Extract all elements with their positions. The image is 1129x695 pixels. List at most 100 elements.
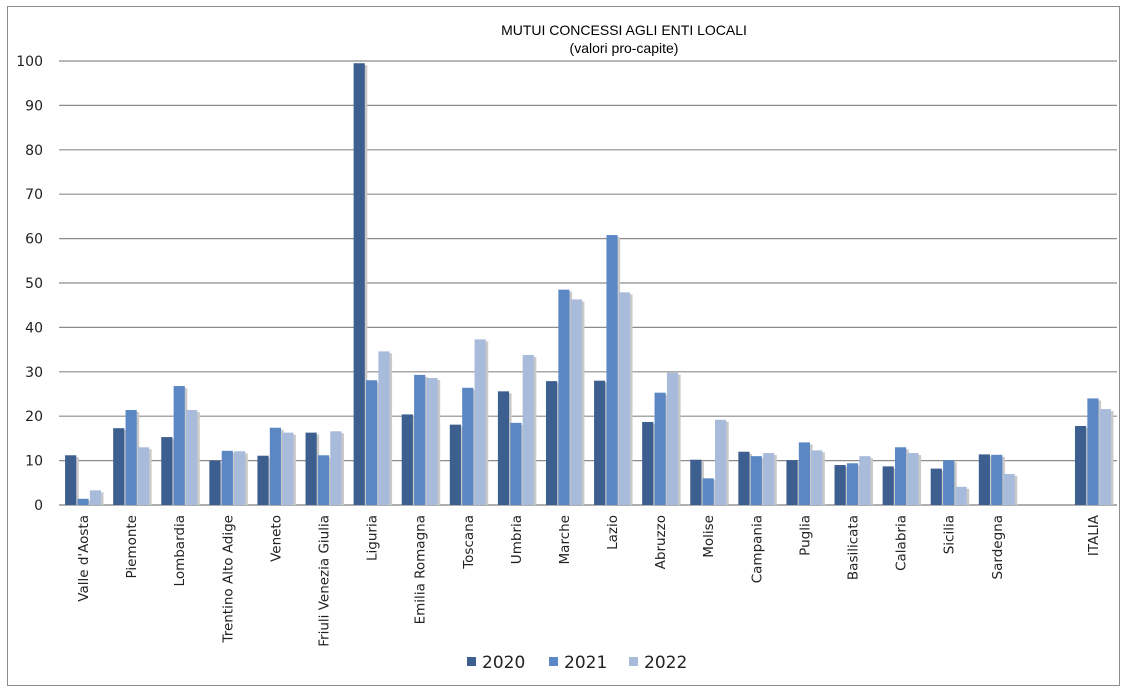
- bar-2022: [666, 372, 679, 505]
- x-tick-label: Piemonte: [124, 515, 140, 578]
- bar-2020: [690, 459, 702, 505]
- bar-2020: [594, 380, 606, 505]
- bar-2021: [510, 422, 522, 505]
- bar-2021: [173, 386, 185, 505]
- bar-2020: [257, 455, 269, 505]
- bar-2020: [786, 460, 798, 505]
- x-tick-label: Campania: [749, 515, 765, 583]
- bar-2020: [305, 432, 317, 505]
- bar-2020: [930, 468, 942, 505]
- x-tick-label: Molise: [701, 515, 717, 558]
- bar-2022: [474, 339, 486, 505]
- x-tick-label: Trentino Alto Adige: [220, 515, 236, 644]
- x-tick-label: Lombardia: [172, 515, 188, 586]
- bars: [65, 63, 1114, 505]
- bar-2021: [269, 427, 282, 505]
- bar-2021: [654, 392, 666, 505]
- bar-2022: [715, 419, 727, 505]
- x-tick-label: Marche: [557, 515, 573, 564]
- legend-label-2022: 2022: [644, 653, 687, 673]
- x-tick-label: Emilia Romagna: [413, 515, 429, 624]
- bar-2021: [846, 463, 859, 505]
- x-tick-label: Friuli Venezia Giulia: [317, 515, 333, 647]
- bar-2021: [1087, 398, 1099, 505]
- legend-swatch-2022: [629, 657, 638, 666]
- bar-2020: [449, 424, 461, 505]
- x-tick-label: ITALIA: [1086, 514, 1102, 556]
- bar-2021: [221, 450, 233, 505]
- y-tick-label: 70: [25, 187, 43, 203]
- y-tick-label: 60: [25, 232, 43, 248]
- y-tick-label: 20: [25, 409, 43, 425]
- legend-swatch-2021: [549, 657, 558, 666]
- gridlines: [59, 60, 1117, 506]
- x-tick-label: Umbria: [509, 515, 525, 564]
- bar-2021: [77, 498, 89, 505]
- x-tick-label: Valle d'Aosta: [76, 515, 92, 602]
- bar-2022: [89, 490, 102, 505]
- legend-label-2020: 2020: [482, 653, 525, 673]
- bar-2021: [317, 455, 330, 505]
- bar-2020: [1074, 425, 1087, 505]
- bar-2022: [955, 486, 967, 505]
- bar-2021: [462, 387, 474, 505]
- bar-2020: [113, 428, 125, 505]
- bar-2021: [702, 478, 714, 505]
- bar-2022: [907, 453, 919, 505]
- bar-2022: [426, 378, 438, 505]
- x-axis-ticks: Valle d'Aosta Piemonte Lombardia Trentino A…: [76, 514, 1102, 646]
- bar-2020: [209, 460, 221, 505]
- bar-2022: [1099, 409, 1111, 505]
- bar-2022: [859, 456, 871, 505]
- bar-2021: [414, 374, 426, 505]
- bar-2021: [991, 454, 1003, 505]
- bar-2020: [497, 391, 510, 505]
- y-tick-label: 50: [25, 276, 43, 292]
- bar-2021: [365, 380, 378, 505]
- bar-2021: [894, 447, 907, 505]
- x-tick-label: Sicilia: [942, 515, 958, 554]
- bar-2022: [137, 447, 150, 505]
- y-tick-label: 30: [25, 365, 43, 381]
- bar-2022: [330, 431, 342, 505]
- bar-2022: [522, 354, 534, 505]
- x-tick-label: Lazio: [605, 515, 621, 550]
- x-tick-label: Veneto: [268, 515, 284, 562]
- bar-2022: [763, 453, 775, 505]
- bar-2021: [125, 409, 137, 505]
- bar-2020: [978, 454, 990, 505]
- bar-2022: [1003, 473, 1015, 505]
- bar-2021: [798, 442, 811, 505]
- bar-2020: [834, 465, 846, 505]
- bar-2020: [738, 451, 750, 505]
- x-tick-label: Sardegna: [990, 515, 1006, 579]
- bar-2020: [401, 414, 413, 505]
- bar-2022: [811, 450, 823, 505]
- legend: 2020 2021 2022: [467, 653, 687, 673]
- y-tick-label: 10: [25, 454, 43, 470]
- bar-2021: [606, 235, 618, 505]
- x-tick-label: Toscana: [461, 515, 477, 570]
- y-axis-ticks: 0 10 20 30 40 50 60 70 80 90 100: [16, 54, 43, 514]
- bar-2022: [282, 432, 294, 505]
- bar-2022: [186, 409, 198, 505]
- chart-title: MUTUI CONCESSI AGLI ENTI LOCALI: [501, 22, 747, 38]
- bar-2021: [750, 456, 762, 505]
- x-tick-label: Liguria: [365, 515, 381, 561]
- legend-label-2021: 2021: [564, 653, 607, 673]
- bar-2020: [353, 63, 365, 505]
- bar-2020: [545, 381, 558, 505]
- bar-2020: [882, 466, 894, 505]
- y-tick-label: 0: [34, 498, 43, 514]
- y-tick-label: 40: [25, 320, 43, 336]
- bar-2022: [570, 299, 582, 505]
- bar-2020: [65, 455, 77, 505]
- x-tick-label: Calabria: [894, 515, 910, 571]
- x-tick-label: Puglia: [797, 515, 813, 556]
- bar-2020: [161, 437, 173, 505]
- x-tick-label: Basilicata: [846, 515, 862, 580]
- legend-swatch-2020: [467, 657, 476, 666]
- y-tick-label: 80: [25, 143, 43, 159]
- x-tick-label: Abruzzo: [653, 515, 669, 569]
